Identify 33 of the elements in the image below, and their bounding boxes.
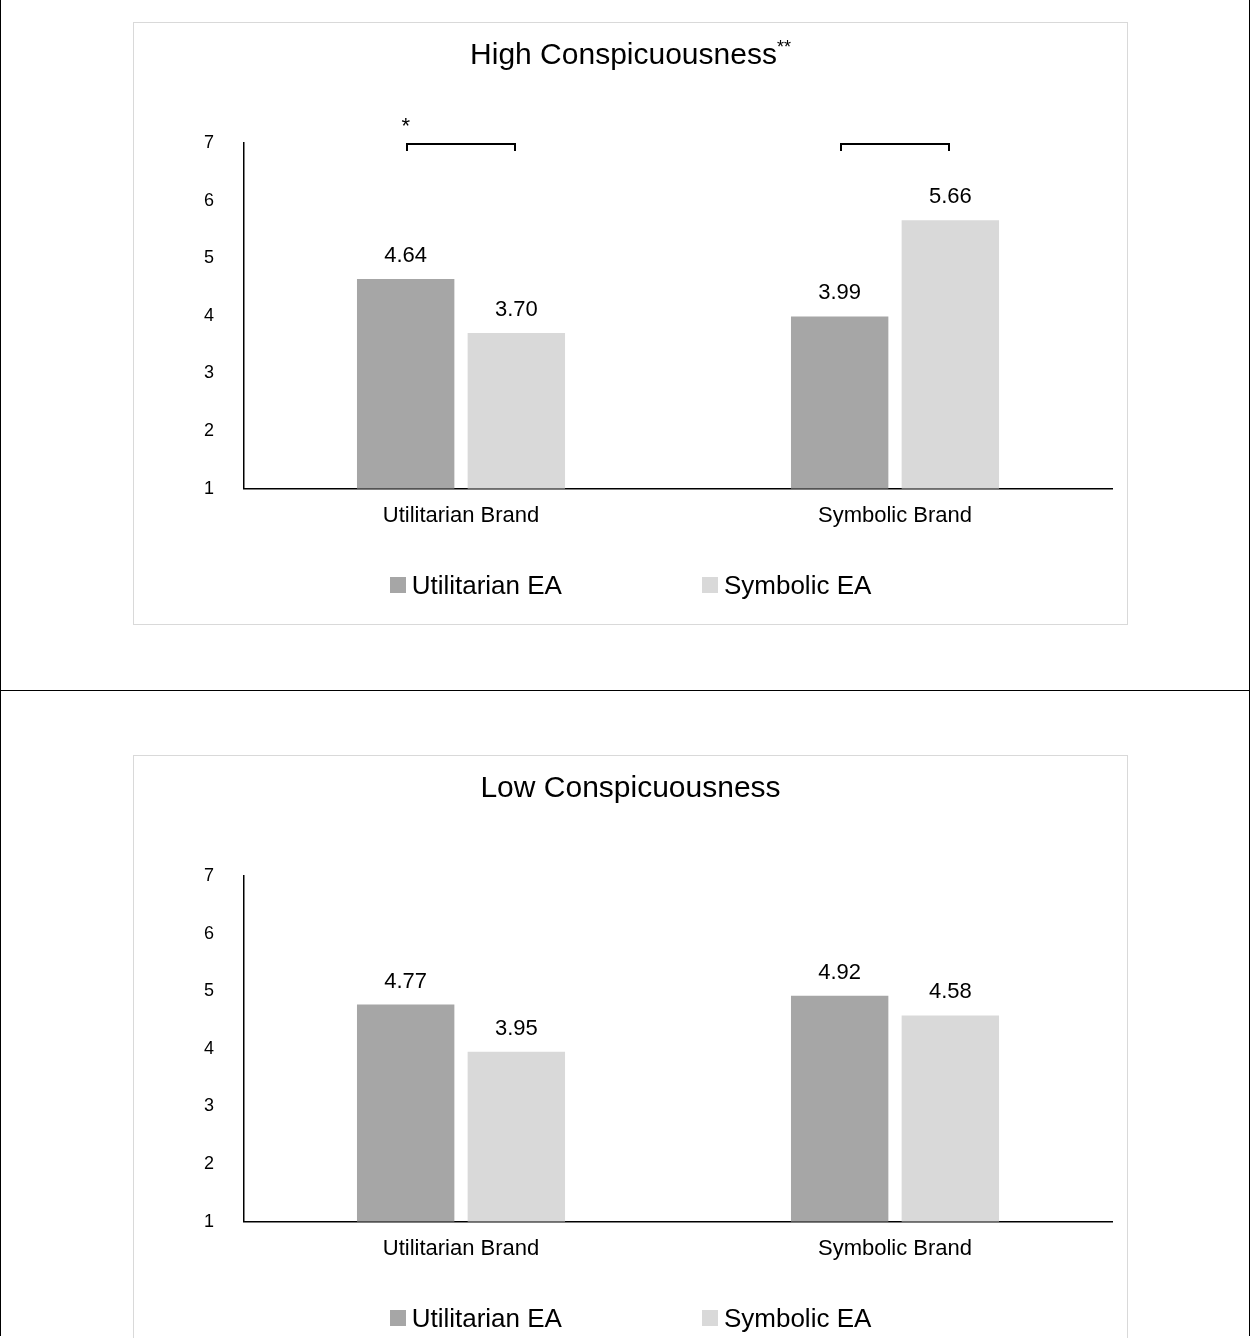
x-tick-label: Utilitarian Brand: [382, 501, 540, 527]
y-tick-label: 7: [204, 864, 215, 885]
y-tick-label: 4: [204, 304, 215, 325]
data-label: 4.92: [818, 958, 862, 984]
data-label: 5.66: [928, 183, 972, 209]
chart-title: Low Conspicuousness: [479, 770, 782, 804]
legend-label: Utilitarian EA: [411, 1302, 562, 1333]
data-label: 3.99: [818, 279, 862, 305]
x-tick-label: Symbolic Brand: [817, 501, 973, 527]
data-label: 4.77: [384, 967, 428, 993]
y-tick-label: 2: [204, 419, 215, 440]
y-tick-label: 2: [204, 1152, 215, 1173]
y-tick-label: 5: [204, 980, 215, 1001]
x-tick-label: Utilitarian Brand: [382, 1234, 540, 1260]
y-tick-label: 4: [204, 1037, 215, 1058]
chart-title: High Conspicuousness$^{**}$: [469, 37, 792, 71]
y-tick-label: 6: [204, 922, 215, 943]
y-tick-label: 3: [204, 362, 215, 383]
data-label: 3.95: [494, 1014, 538, 1040]
data-label: 3.70: [494, 296, 538, 322]
legend-label: Symbolic EA: [723, 569, 872, 600]
data-label: 4.58: [928, 978, 972, 1004]
y-tick-label: 1: [204, 1210, 215, 1231]
data-label: 4.64: [384, 242, 428, 267]
y-tick-label: 6: [204, 189, 215, 210]
legend-label: Utilitarian EA: [411, 569, 562, 600]
text: *: [401, 113, 410, 139]
y-tick-label: 5: [204, 247, 215, 268]
x-tick-label: Symbolic Brand: [817, 1234, 973, 1260]
legend-label: Symbolic EA: [723, 1302, 872, 1333]
y-tick-label: 1: [204, 477, 215, 498]
y-tick-label: 7: [204, 131, 215, 152]
y-tick-label: 3: [204, 1095, 215, 1116]
